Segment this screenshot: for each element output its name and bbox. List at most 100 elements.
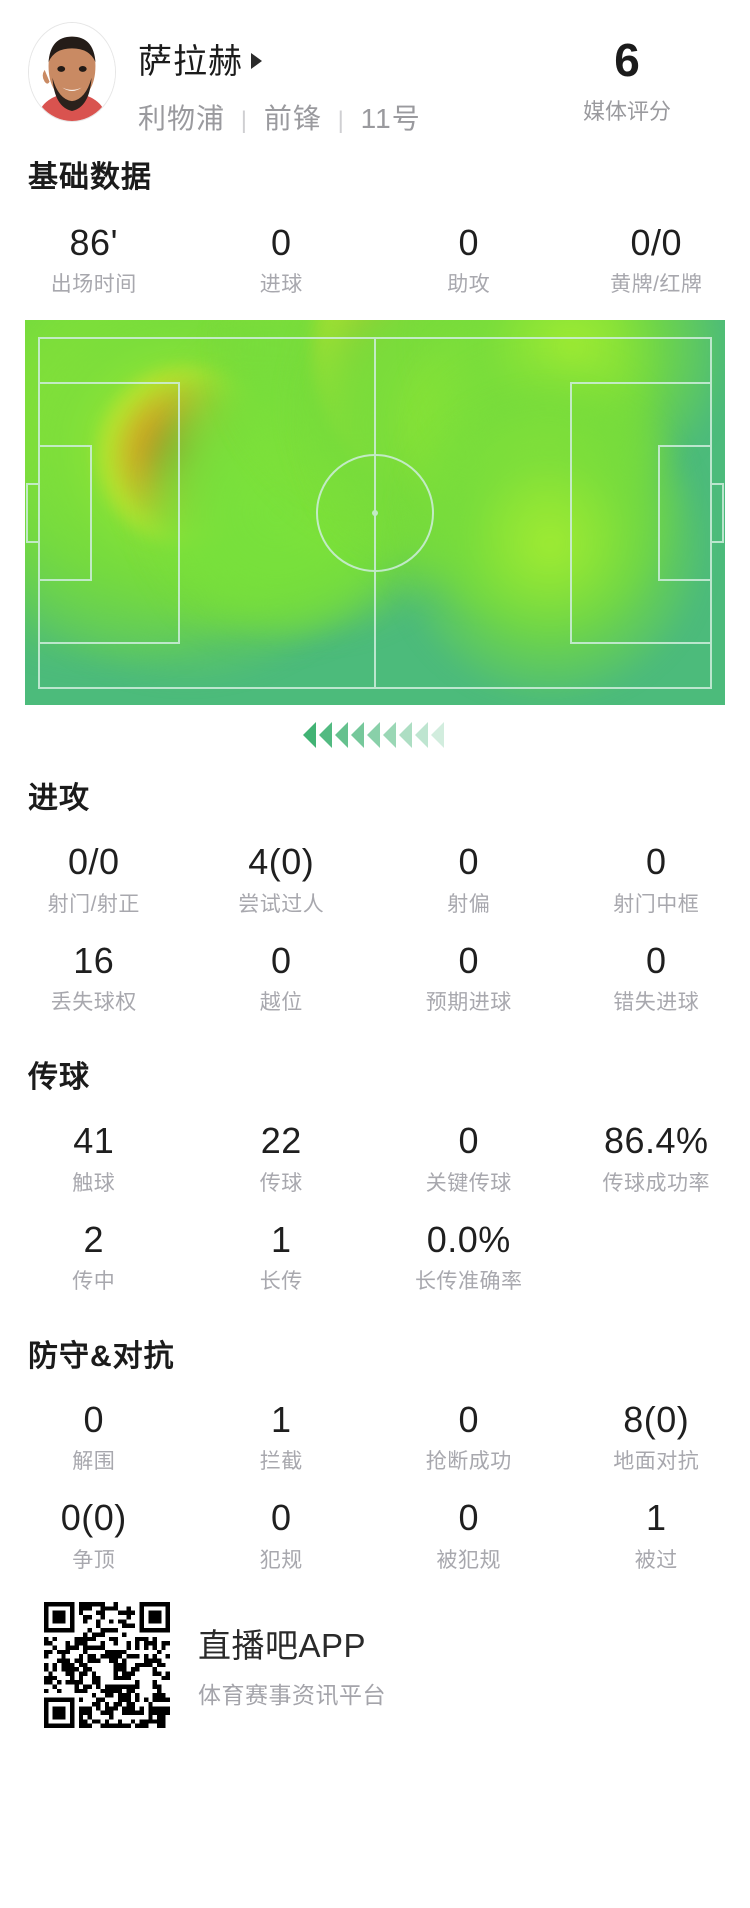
stat-value: 0/0 (67, 841, 120, 883)
stat-value: 0 (458, 1398, 480, 1440)
stat-cell: 0 关键传球 (375, 1120, 563, 1196)
stat-cell: 0 射门中框 (563, 841, 750, 917)
stat-cell: 1 长传 (188, 1219, 376, 1295)
stat-value: 0 (645, 841, 667, 883)
stat-cell: 0 错失进球 (563, 940, 750, 1016)
meta-separator-1: | (240, 107, 249, 134)
stat-row: 2 传中 1 长传 0.0% 长传准确率 (0, 1219, 750, 1295)
section-attack: 进攻 0/0 射门/射正 4(0) 尝试过人 0 射偏 0 射门中框 16 丢失… (0, 773, 750, 1016)
stat-cell: 22 传球 (188, 1120, 376, 1196)
stat-label: 关键传球 (425, 1171, 512, 1195)
direction-chevron-icon (399, 722, 412, 749)
app-text: 直播吧APP 体育赛事资讯平台 (198, 1619, 386, 1710)
stat-cell: 0 预期进球 (375, 940, 563, 1016)
stat-cell: 86' 出场时间 (0, 222, 188, 298)
direction-chevron-icon (335, 722, 348, 749)
stat-row: 86' 出场时间 0 进球 0 助攻 0/0 黄牌/红牌 (0, 222, 750, 298)
stat-value: 0 (458, 939, 480, 981)
stat-value: 86.4% (603, 1120, 709, 1162)
stat-label: 预期进球 (425, 991, 512, 1015)
stat-label: 丢失球权 (50, 991, 137, 1015)
stat-value: 4(0) (248, 841, 315, 883)
stat-value: 0 (458, 841, 480, 883)
stat-cell-empty (563, 1219, 750, 1295)
player-name: 萨拉赫 (138, 43, 243, 81)
player-shirt-number: 11号 (360, 103, 421, 134)
stat-label: 长传 (259, 1269, 303, 1293)
triangle-right-icon[interactable] (251, 52, 262, 69)
qr-code-icon[interactable] (44, 1601, 170, 1728)
stat-label: 传球 (259, 1171, 303, 1195)
stat-cell: 2 传中 (0, 1219, 188, 1295)
stat-value: 86' (69, 222, 118, 263)
stat-label: 抢断成功 (425, 1450, 512, 1474)
stat-cell: 0 抢断成功 (375, 1399, 563, 1475)
stat-value: 0 (458, 1120, 480, 1162)
stat-label: 越位 (259, 991, 303, 1015)
direction-chevron-icon (303, 722, 316, 749)
stat-label: 长传准确率 (415, 1269, 523, 1293)
stat-label: 进球 (259, 273, 303, 297)
heat-blob (396, 389, 704, 698)
player-identity: 萨拉赫 利物浦 | 前锋 | 11号 (138, 22, 532, 137)
heatmap-section (0, 320, 750, 706)
stat-label: 射偏 (447, 892, 491, 916)
player-header: 萨拉赫 利物浦 | 前锋 | 11号 6 媒体评分 (0, 0, 750, 140)
stat-cell: 0 犯规 (188, 1497, 376, 1573)
stat-value: 1 (270, 1398, 292, 1440)
stat-cell: 0 进球 (188, 222, 376, 298)
player-avatar-icon (29, 23, 115, 121)
stat-value: 0 (458, 222, 480, 263)
stat-row: 0/0 射门/射正 4(0) 尝试过人 0 射偏 0 射门中框 (0, 841, 750, 917)
stat-value: 0 (270, 939, 292, 981)
stat-cell: 8(0) 地面对抗 (563, 1399, 750, 1475)
stat-cell: 1 被过 (563, 1497, 750, 1573)
stat-cell: 0/0 射门/射正 (0, 841, 188, 917)
stat-label: 被过 (634, 1548, 678, 1572)
stat-label: 射门中框 (613, 892, 700, 916)
stat-cell: 0 解围 (0, 1399, 188, 1475)
stat-cell: 41 触球 (0, 1120, 188, 1196)
player-position: 前锋 (263, 103, 322, 134)
stat-cell: 0(0) 争顶 (0, 1497, 188, 1573)
direction-chevron-icon (415, 722, 428, 749)
stat-label: 触球 (72, 1171, 116, 1195)
section-basic: 基础数据 86' 出场时间 0 进球 0 助攻 0/0 黄牌/红牌 (0, 152, 750, 298)
app-name: 直播吧APP (198, 1627, 367, 1665)
pitch-heatmap[interactable] (25, 320, 725, 706)
stat-label: 拦截 (259, 1450, 303, 1474)
stat-label: 传球成功率 (602, 1171, 710, 1195)
player-name-row[interactable]: 萨拉赫 (138, 34, 532, 83)
stat-label: 地面对抗 (613, 1450, 700, 1474)
stat-label: 射门/射正 (47, 892, 140, 916)
stat-cell: 0 被犯规 (375, 1497, 563, 1573)
stat-label: 传中 (72, 1269, 116, 1293)
stat-row: 0 解围 1 拦截 0 抢断成功 8(0) 地面对抗 (0, 1399, 750, 1475)
stat-value: 8(0) (623, 1398, 690, 1440)
stat-value: 0 (270, 1497, 292, 1539)
direction-chevron-icon (383, 722, 396, 749)
section-title-basic: 基础数据 (28, 161, 152, 194)
stat-value: 22 (260, 1120, 302, 1162)
stat-value: 0 (458, 1497, 480, 1539)
direction-chevron-icon (431, 722, 444, 749)
stat-cell: 0.0% 长传准确率 (375, 1219, 563, 1295)
stat-label: 争顶 (72, 1548, 116, 1572)
pitch-lines (26, 337, 724, 690)
avatar[interactable] (28, 22, 116, 122)
stat-value: 1 (645, 1497, 667, 1539)
stat-value: 0 (645, 939, 667, 981)
stat-label: 尝试过人 (238, 892, 325, 916)
stat-cell: 0 助攻 (375, 222, 563, 298)
media-rating: 6 媒体评分 (532, 22, 722, 126)
app-tagline: 体育赛事资讯平台 (198, 1682, 386, 1709)
stat-cell: 0 越位 (188, 940, 376, 1016)
stat-row: 41 触球 22 传球 0 关键传球 86.4% 传球成功率 (0, 1120, 750, 1196)
stat-cell: 0/0 黄牌/红牌 (563, 222, 750, 298)
section-title-attack: 进攻 (28, 782, 90, 816)
direction-of-play-indicator (0, 705, 750, 765)
stat-value: 16 (73, 939, 115, 981)
stat-value: 0/0 (630, 222, 683, 263)
stat-row: 16 丢失球权 0 越位 0 预期进球 0 错失进球 (0, 940, 750, 1016)
